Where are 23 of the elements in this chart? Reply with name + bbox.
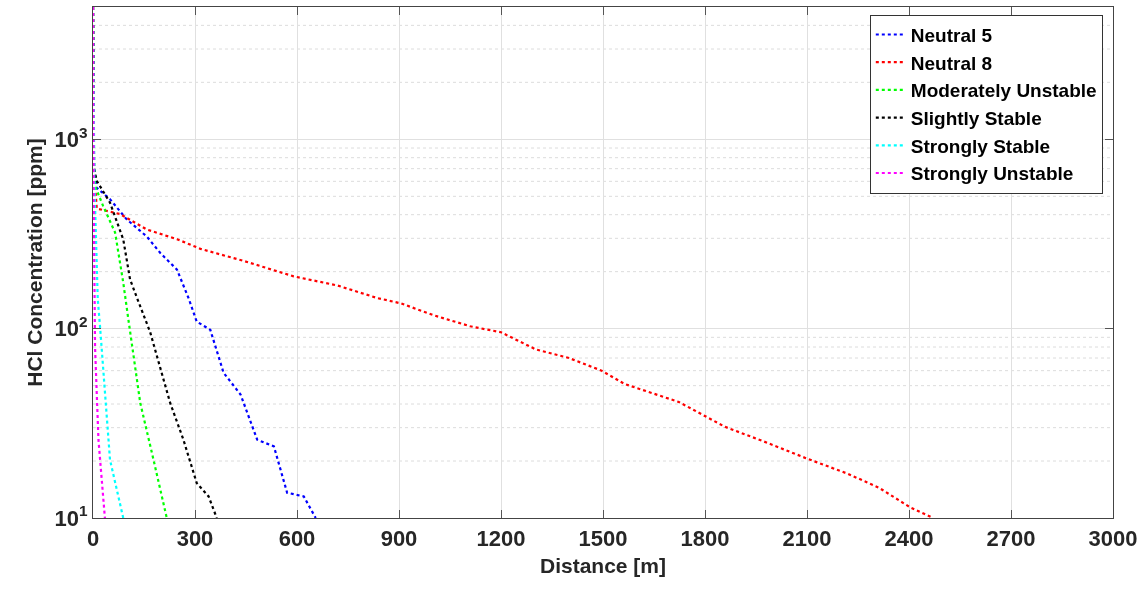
line-series [93, 7, 106, 518]
legend-label: Moderately Unstable [910, 80, 1097, 102]
x-tick-label: 1800 [680, 525, 730, 551]
x-tick-label: 3000 [1088, 525, 1138, 551]
x-tick-label: 0 [86, 525, 100, 551]
legend-label: Strongly Stable [910, 135, 1051, 157]
x-tick-label: 600 [278, 525, 316, 551]
y-tick-label: 10$^{3}$ [54, 123, 88, 153]
y-tick-label: 10$^{2}$ [54, 313, 88, 342]
legend-label: Strongly Unstable [910, 163, 1074, 185]
legend-label: Neutral 8 [910, 52, 993, 74]
legend-label: Neutral 5 [910, 24, 993, 46]
x-tick-label: 1500 [578, 525, 628, 551]
x-tick-label: 2400 [884, 525, 934, 551]
x-tick-label: 300 [176, 525, 214, 551]
x-tick-label: 900 [380, 525, 418, 551]
legend-label: Slightly Stable [910, 108, 1042, 130]
x-tick-label: 2700 [986, 525, 1036, 551]
y-axis-title: HCl Concentration [ppm] [22, 138, 46, 387]
x-axis-title: Distance [m] [539, 553, 667, 577]
x-tick-label: 1200 [476, 525, 526, 551]
y-tick-label: 10$^{1}$ [54, 502, 88, 531]
x-tick-label: 2100 [782, 525, 832, 551]
